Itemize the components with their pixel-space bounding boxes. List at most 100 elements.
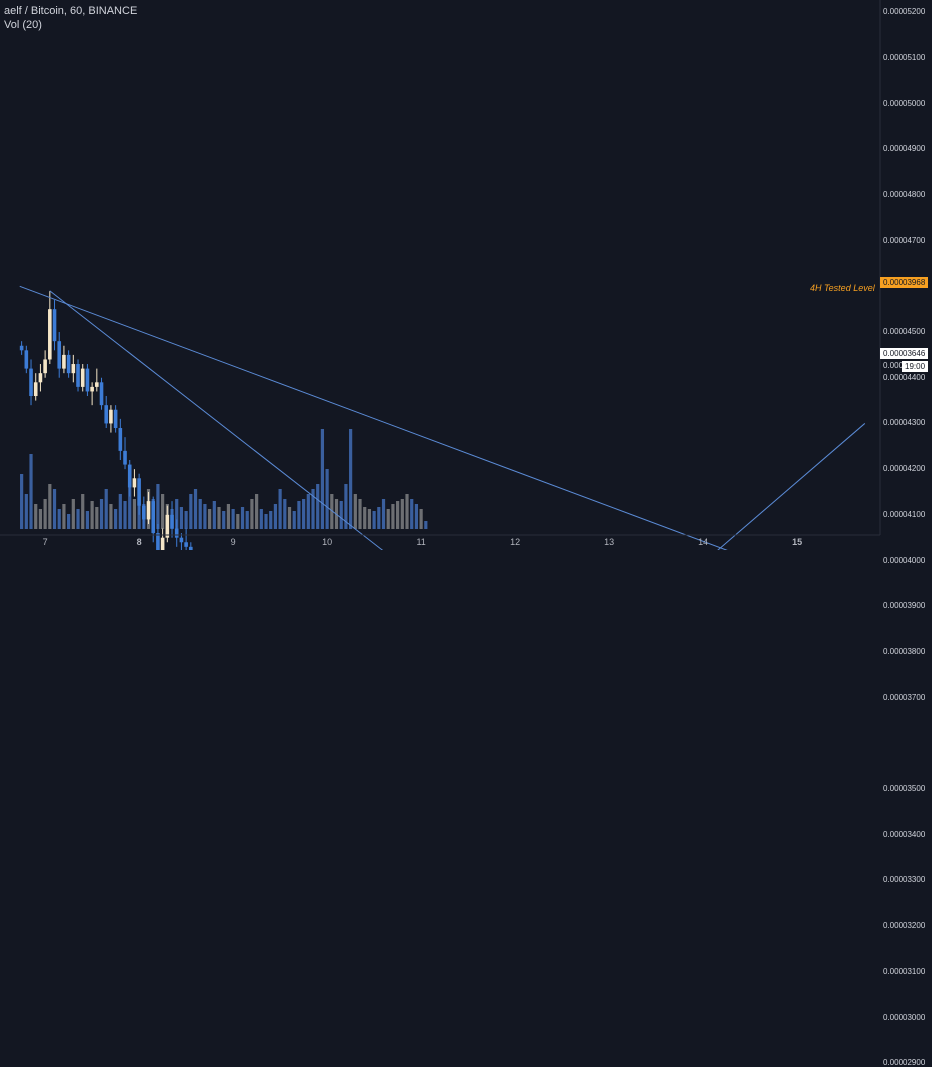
volume-bar [85, 511, 90, 529]
volume-bar [240, 507, 245, 529]
level-annotation: 4H Tested Level [810, 283, 875, 293]
price-tick-label: 0.00004000 [883, 555, 926, 565]
volume-bar [208, 509, 212, 529]
candle-body [151, 501, 156, 534]
candle-body [109, 409, 113, 424]
volume-bar [410, 499, 414, 529]
candle-body [48, 309, 52, 360]
time-tick-label: 9 [230, 537, 236, 547]
candle-body [29, 368, 33, 397]
volume-bar [344, 484, 348, 529]
time-tick-label: 7 [42, 537, 48, 547]
volume-bar [193, 489, 198, 529]
volume-bar [278, 489, 282, 529]
volume-bar [372, 511, 376, 529]
volume-bar [114, 509, 118, 529]
time-tick-label: 11 [416, 537, 426, 547]
price-tick-label: 0.00005200 [883, 7, 926, 17]
price-tick-label: 0.00003900 [883, 601, 926, 611]
volume-bar [386, 509, 390, 529]
volume-bar [38, 509, 43, 529]
volume-bar [175, 499, 179, 529]
price-chart[interactable] [0, 0, 932, 550]
trendline [49, 290, 384, 550]
volume-bar [24, 494, 28, 529]
price-tick-label: 0.00004400 [883, 372, 926, 382]
candle-body [99, 382, 104, 406]
price-tick-label: 0.00004300 [883, 418, 926, 428]
current-price-tag: 0.00003646 [880, 348, 929, 359]
volume-bar [43, 499, 47, 529]
volume-bar [217, 507, 221, 529]
candle-body [71, 364, 76, 374]
volume-bar [109, 504, 113, 529]
price-tick-label: 0.00003300 [883, 875, 926, 885]
volume-bar [184, 511, 188, 529]
trendline [717, 423, 866, 550]
time-tick-label: 14 [698, 537, 709, 547]
candle-body [174, 528, 179, 538]
volume-bar [48, 484, 52, 529]
price-tick-label: 0.00004100 [883, 509, 926, 519]
volume-bar [34, 504, 38, 529]
price-tick-label: 0.00003700 [883, 692, 926, 702]
candle-body [33, 382, 38, 397]
price-tick-label: 0.00003100 [883, 966, 926, 976]
volume-bar [52, 489, 57, 529]
volume-bar [283, 499, 287, 529]
volume-bar [377, 507, 381, 529]
volume-bar [198, 499, 202, 529]
volume-bar [259, 509, 263, 529]
candle-body [104, 405, 109, 424]
candle-body [24, 350, 29, 369]
volume-bar [161, 494, 165, 529]
price-tick-label: 0.00004200 [883, 464, 926, 474]
volume-bar [118, 494, 122, 529]
candle-body [137, 478, 141, 506]
time-tick-label: 10 [322, 537, 333, 547]
volume-bar [123, 501, 127, 529]
price-tick-label: 0.00003000 [883, 1012, 926, 1022]
volume-bar [132, 499, 137, 529]
candle-body [165, 514, 170, 538]
volume-bar [363, 507, 367, 529]
price-tick-label: 0.00003500 [883, 784, 926, 794]
partial-price-tick: 0.000 [883, 361, 904, 370]
volume-bar [236, 514, 240, 529]
volume-bar [264, 514, 268, 529]
candle-body [85, 368, 90, 392]
volume-bar [222, 511, 226, 529]
volume-bar [302, 499, 306, 529]
volume-bar [226, 504, 231, 529]
volume-bar [71, 499, 75, 529]
candle-body [66, 354, 71, 374]
time-tick-label: 8 [136, 537, 142, 547]
volume-bar [311, 489, 315, 529]
volume-bar [320, 429, 325, 529]
candle-body [127, 464, 132, 488]
candle-body [76, 364, 80, 387]
volume-bar [316, 484, 320, 529]
volume-bar [250, 499, 254, 529]
candle-body [95, 382, 99, 387]
candle-body [146, 501, 151, 520]
volume-bar [76, 509, 80, 529]
volume-bar [189, 494, 193, 529]
price-tick-label: 0.00004500 [883, 327, 926, 337]
candle-body [142, 505, 146, 520]
candle-body [80, 368, 85, 387]
candle-body [189, 546, 193, 550]
volume-bar [405, 494, 409, 529]
symbol-title[interactable]: aelf / Bitcoin, 60, BINANCE [4, 5, 138, 17]
candle-body [123, 450, 127, 465]
volume-legend[interactable]: Vol (20) [4, 19, 42, 31]
level-price-tag: 0.00003968 [880, 277, 929, 288]
time-tick-label: 15 [792, 537, 803, 547]
candle-body [118, 428, 123, 451]
candle-body [43, 359, 47, 374]
chart-legend: aelf / Bitcoin, 60, BINANCE Vol (20) [4, 4, 137, 32]
candle-body [156, 533, 160, 550]
volume-bar [29, 454, 33, 529]
volume-bar [245, 511, 249, 529]
volume-bar [414, 504, 419, 529]
